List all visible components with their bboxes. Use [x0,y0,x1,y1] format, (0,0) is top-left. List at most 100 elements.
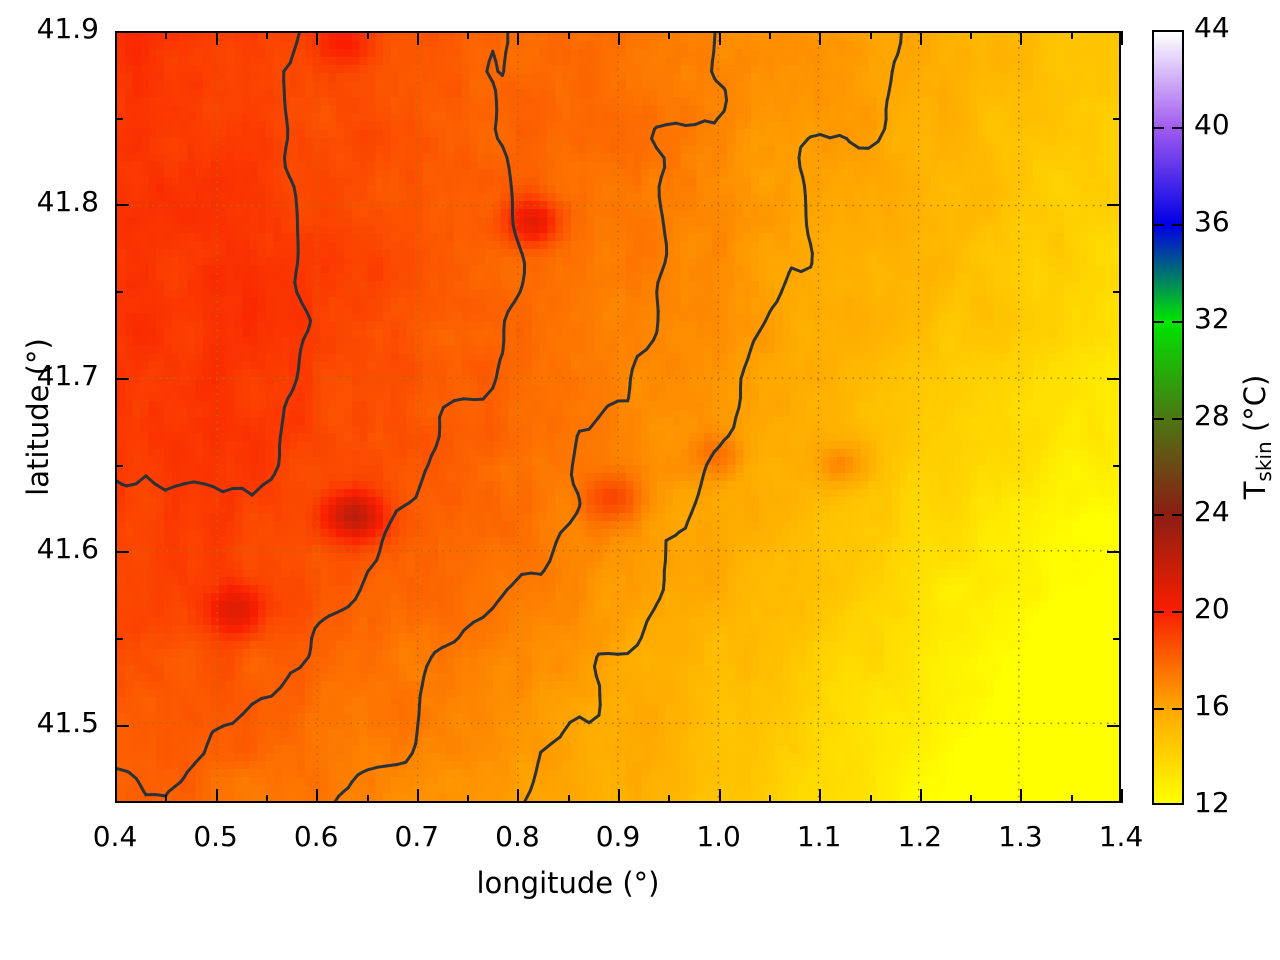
x-tick-major [416,789,419,803]
x-tick-major [718,789,721,803]
y-tick-minor [115,464,123,467]
colorbar-tick [1172,514,1184,517]
y-tick-minor [115,117,123,120]
x-tick-minor [467,795,470,803]
y-tick-minor [1113,117,1121,120]
x-tick-major [919,789,922,803]
plot-area [115,31,1121,803]
x-tick-minor [467,31,470,39]
x-tick-major [1020,789,1023,803]
x-tick-major [115,31,117,45]
x-tick-minor [366,795,369,803]
colorbar-tick-label: 40 [1194,107,1230,141]
y-tick-minor [1113,464,1121,467]
x-tick-major [316,31,319,45]
x-axis-title: longitude (°) [476,866,660,900]
colorbar-tick [1172,611,1184,614]
colorbar-tick [1152,611,1164,614]
x-tick-minor [165,31,168,39]
x-tick-major [517,31,520,45]
colorbar-tick [1152,514,1164,517]
colorbar-tick [1172,126,1184,129]
y-tick-major [1107,551,1121,554]
colorbar-tick [1172,708,1184,711]
colorbar-tick-label: 36 [1194,204,1230,238]
y-axis-title: latitude (°) [21,338,55,496]
x-tick-minor [970,795,973,803]
colorbar-tick-label: 28 [1194,398,1230,432]
y-tick-major [1107,724,1121,727]
colorbar-tick [1152,223,1164,226]
x-tick-major [1020,31,1023,45]
colorbar-tick-label: 12 [1194,786,1230,819]
y-tick-label: 41.6 [36,532,99,566]
x-tick-major [416,31,419,45]
colorbar-tick [1152,708,1164,711]
x-tick-minor [1070,31,1073,39]
y-tick-minor [115,638,123,641]
x-tick-minor [668,31,671,39]
x-tick-major [919,31,922,45]
x-tick-minor [567,31,570,39]
y-tick-label: 41.9 [36,12,99,45]
colorbar-tick [1152,320,1164,323]
contour-lines [117,33,903,801]
y-tick-minor [115,291,123,294]
y-tick-major [115,377,129,380]
x-tick-label: 0.6 [293,820,339,853]
x-tick-label: 0.4 [92,820,138,853]
x-tick-label: 0.7 [394,820,440,853]
x-tick-minor [970,31,973,39]
y-tick-minor [1113,638,1121,641]
x-tick-minor [265,31,268,39]
y-tick-label: 41.5 [36,705,99,739]
y-tick-minor [1113,291,1121,294]
colorbar-variable-subscript: skin [1252,441,1276,482]
x-tick-minor [1070,795,1073,803]
x-tick-major [1121,789,1123,803]
y-tick-label: 41.8 [36,185,99,219]
x-tick-major [618,789,620,803]
y-tick-label: 41.7 [36,358,99,392]
y-tick-major [1107,204,1121,207]
y-tick-major [115,31,129,33]
x-tick-minor [869,795,872,803]
x-tick-major [819,31,822,45]
colorbar-title: Tskin (°C) [1238,287,1276,587]
x-tick-minor [768,795,771,803]
y-tick-major [115,724,129,727]
x-tick-label: 0.5 [193,820,238,853]
x-tick-major [316,789,319,803]
x-tick-minor [165,795,168,803]
y-tick-major [1107,377,1121,380]
colorbar-tick-label: 44 [1194,11,1230,44]
colorbar-tick-label: 24 [1194,495,1230,529]
x-tick-major [215,789,218,803]
x-tick-major [819,789,822,803]
x-tick-minor [869,31,872,39]
colorbar-tick [1172,223,1184,226]
x-tick-minor [567,795,570,803]
x-tick-major [718,31,721,45]
colorbar-tick-label: 32 [1194,301,1230,335]
x-tick-major [115,789,117,803]
x-tick-label: 1.3 [998,820,1043,853]
x-tick-label: 1.1 [796,820,842,853]
y-tick-major [115,551,129,554]
colorbar-tick [1172,417,1184,420]
x-tick-label: 1.0 [696,820,741,853]
y-tick-major [115,204,129,207]
x-tick-label: 0.9 [595,820,641,853]
colorbar-units: (°C) [1238,374,1272,442]
colorbar-tick-label: 20 [1194,592,1230,626]
colorbar-tick [1172,320,1184,323]
x-tick-minor [265,795,268,803]
x-tick-minor [768,31,771,39]
x-tick-major [215,31,218,45]
x-tick-label: 1.2 [897,820,943,853]
colorbar-variable: T [1238,481,1272,500]
y-tick-major [1107,31,1121,33]
x-tick-minor [668,795,671,803]
colorbar-tick [1152,417,1164,420]
